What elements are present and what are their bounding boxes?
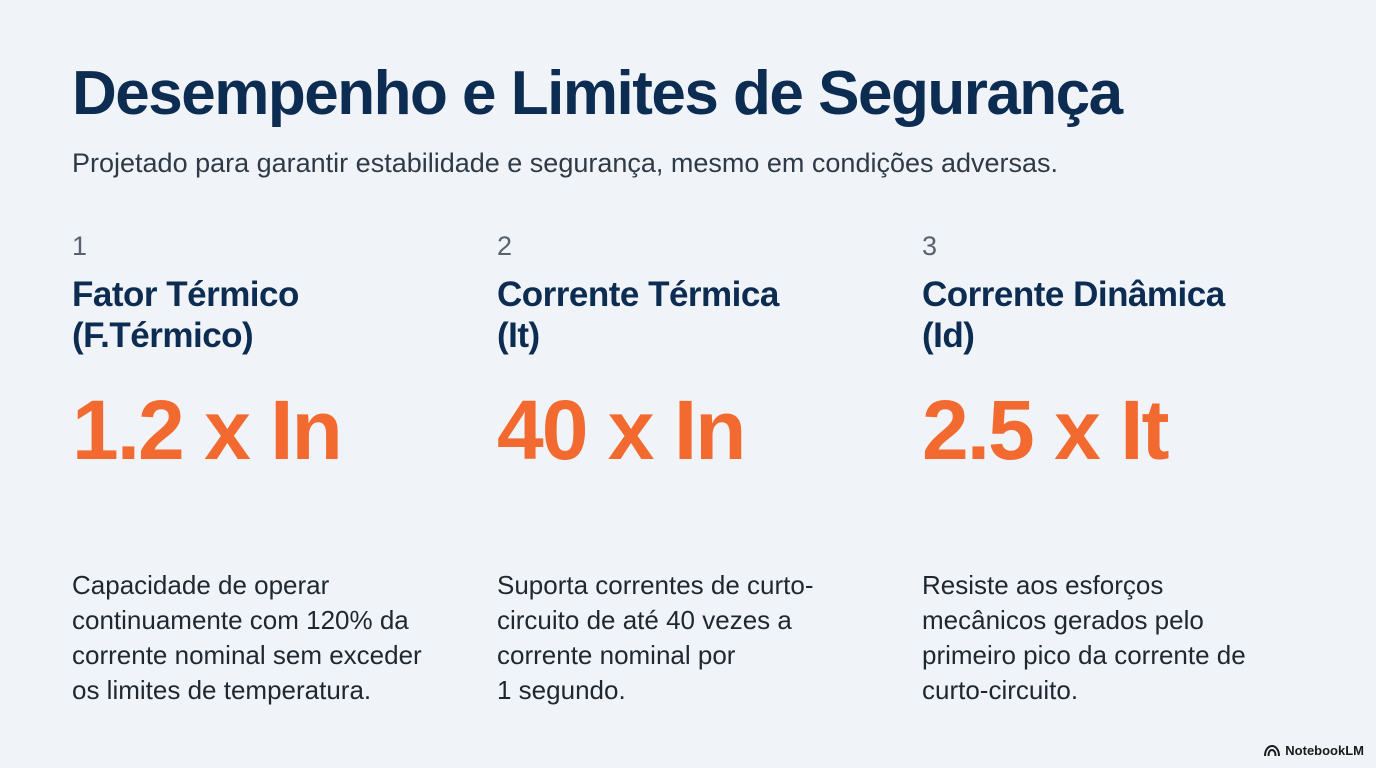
notebooklm-watermark: NotebookLM [1264,743,1364,758]
spec-value: 40 x In [497,383,746,477]
spec-heading: Fator Térmico (F.Térmico) [72,274,472,356]
spec-description: Suporta correntes de curto- circuito de … [497,568,877,708]
spec-number: 2 [497,231,513,261]
spec-number: 1 [72,231,88,261]
spec-description-line: 1 segundo. [497,675,626,705]
spec-description: Resiste aos esforços mecânicos gerados p… [922,568,1302,708]
spec-value: 2.5 x It [922,383,1169,477]
spec-description-line: corrente nominal sem exceder [72,640,422,670]
spec-value: 1.2 x In [72,383,343,477]
spec-heading-line: Corrente Dinâmica [922,275,1225,314]
spec-heading: Corrente Térmica (It) [497,274,897,356]
brand-label: NotebookLM [1285,743,1364,758]
spec-description-line: curto-circuito. [922,675,1079,705]
spec-card-thermal-factor: 1 Fator Térmico (F.Térmico) 1.2 x In Cap… [72,230,472,705]
spec-heading-line: Corrente Térmica [497,275,779,314]
spec-description-line: os limites de temperatura. [72,675,372,705]
spec-description-line: mecânicos gerados pelo [922,605,1204,635]
spec-description-line: Capacidade de operar [72,570,330,600]
spec-heading-line: (It) [497,316,540,355]
spec-heading: Corrente Dinâmica (Id) [922,274,1322,356]
notebooklm-logo-icon [1264,744,1281,756]
spec-description-line: Resiste aos esforços [922,570,1164,600]
spec-number: 3 [922,231,938,261]
spec-heading-line: (Id) [922,316,975,355]
spec-description-line: continuamente com 120% da [72,605,409,635]
spec-description-line: corrente nominal por [497,640,736,670]
page-title: Desempenho e Limites de Segurança [72,59,1123,128]
spec-heading-line: (F.Térmico) [72,316,254,355]
spec-description-line: Suporta correntes de curto- [497,570,814,600]
spec-description-line: primeiro pico da corrente de [922,640,1246,670]
spec-heading-line: Fator Térmico [72,275,299,314]
spec-card-thermal-current: 2 Corrente Térmica (It) 40 x In Suporta … [497,230,897,705]
spec-card-dynamic-current: 3 Corrente Dinâmica (Id) 2.5 x It Resist… [922,230,1322,705]
spec-description: Capacidade de operar continuamente com 1… [72,568,452,708]
page-subtitle: Projetado para garantir estabilidade e s… [72,148,1059,178]
spec-description-line: circuito de até 40 vezes a [497,605,792,635]
